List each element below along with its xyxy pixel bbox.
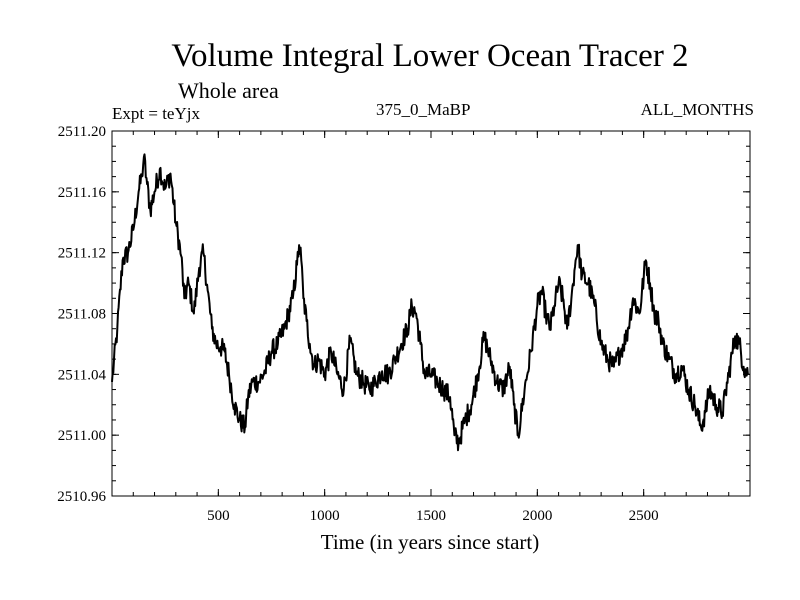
- y-tick-label: 2510.96: [57, 489, 106, 505]
- x-tick-label: 500: [207, 508, 230, 524]
- y-tick-label: 2511.04: [58, 367, 107, 383]
- chart-subtitle: Whole area: [178, 78, 279, 103]
- x-tick-label: 1500: [416, 508, 446, 524]
- chart-title: Volume Integral Lower Ocean Tracer 2: [171, 38, 689, 74]
- x-tick-label: 1000: [310, 508, 340, 524]
- y-axis: 2510.96 2511.00 2511.04 2511.08 2511.12 2511.…: [57, 124, 750, 505]
- x-axis: 500 1000 1500 2000 2500: [132, 131, 730, 524]
- run-label: 375_0_MaBP: [376, 100, 471, 119]
- y-tick-label: 2511.12: [58, 246, 106, 262]
- y-tick-label: 2511.00: [58, 428, 106, 444]
- y-tick-label: 2511.16: [58, 185, 107, 201]
- experiment-label: Expt = teYjx: [112, 104, 200, 123]
- x-tick-label: 2500: [629, 508, 659, 524]
- x-axis-label: Time (in years since start): [320, 530, 540, 554]
- x-tick-label: 2000: [522, 508, 552, 524]
- y-tick-label: 2511.20: [58, 124, 106, 140]
- y-tick-label: 2511.08: [58, 307, 106, 323]
- months-label: ALL_MONTHS: [640, 100, 754, 119]
- series-line: [111, 153, 749, 452]
